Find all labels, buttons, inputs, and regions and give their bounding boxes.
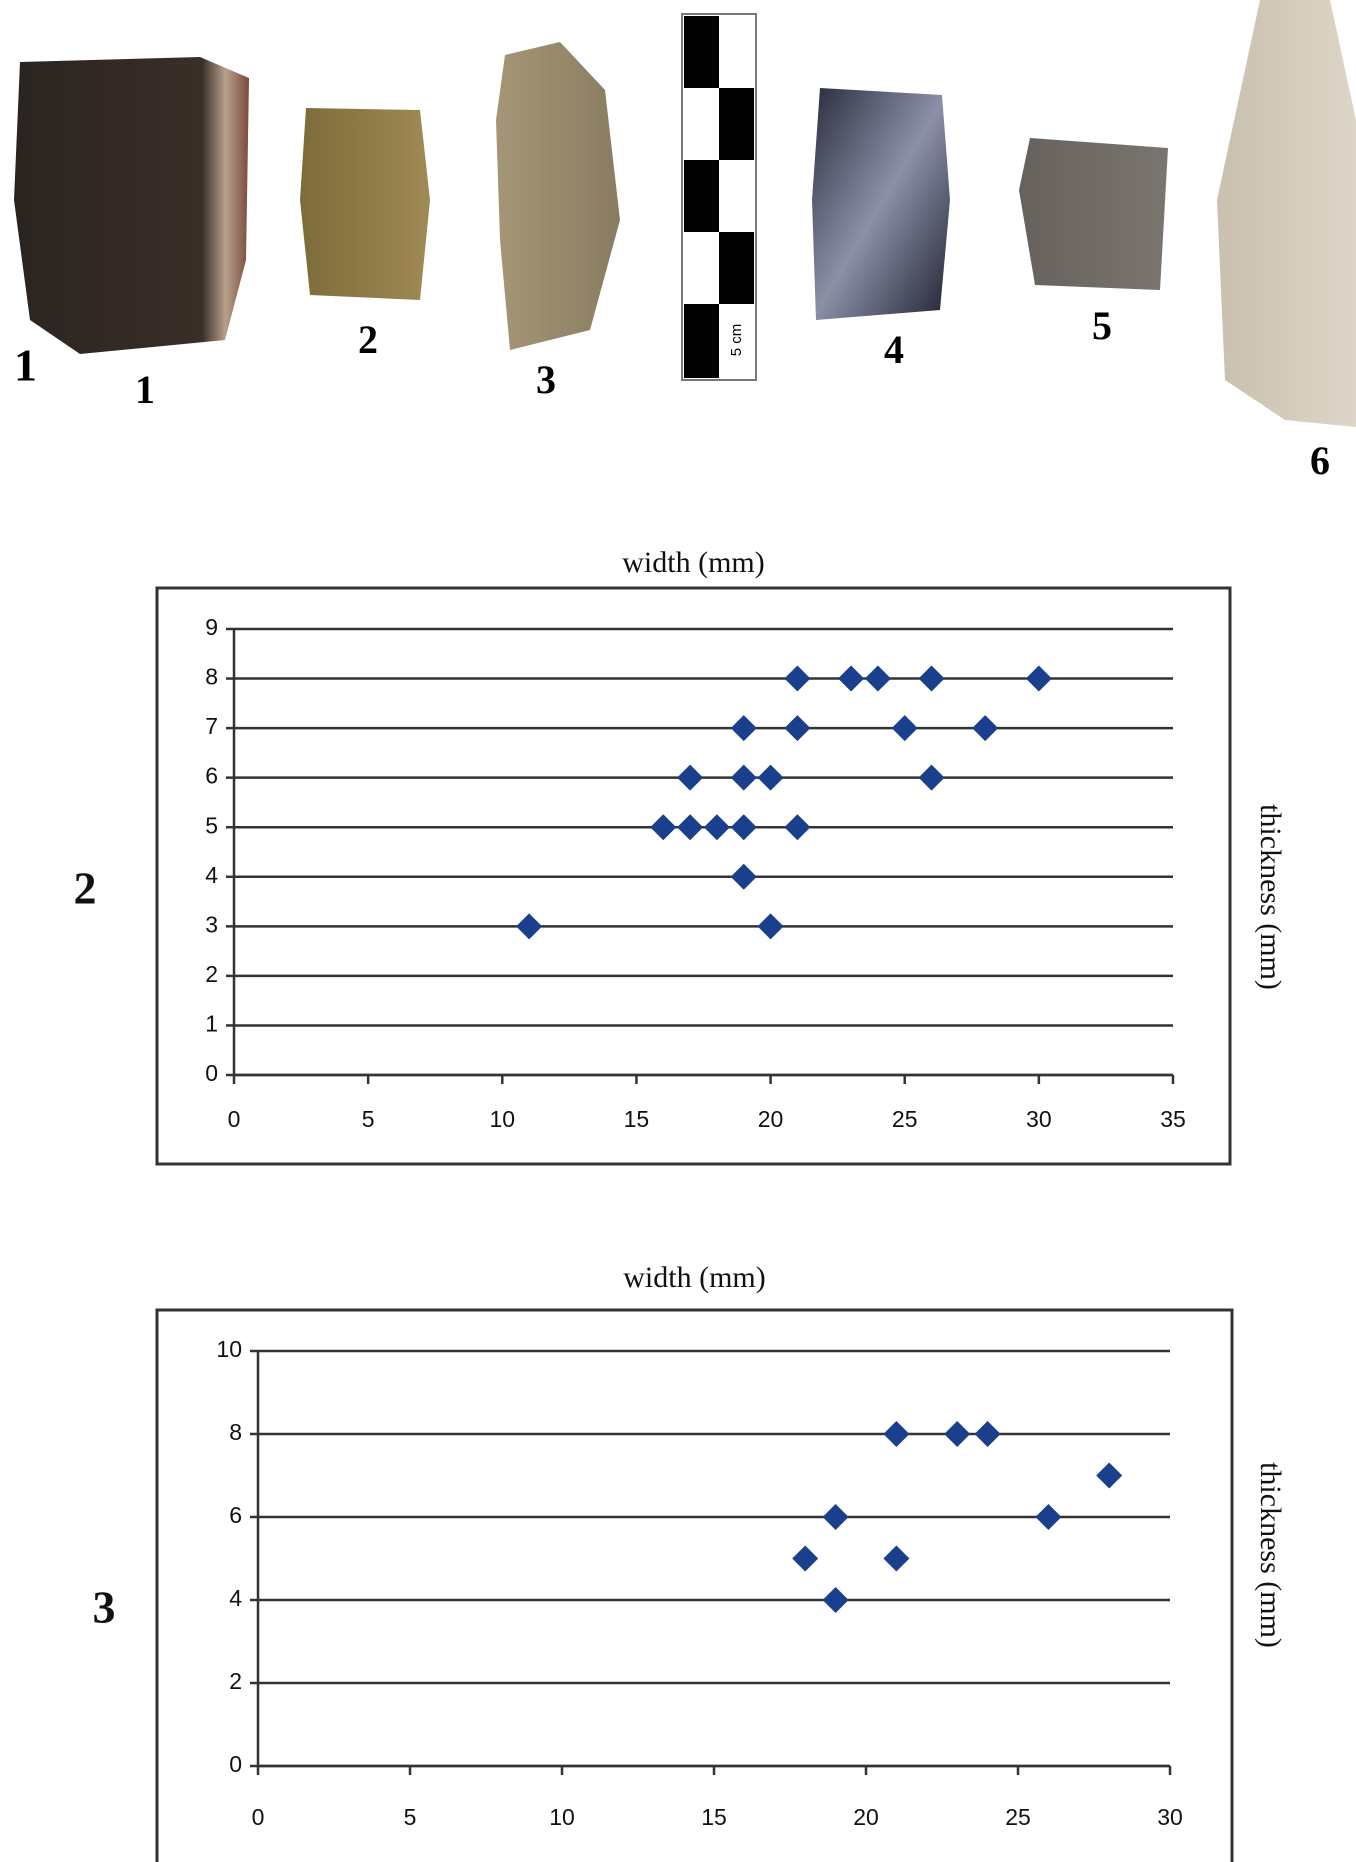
data-point	[703, 814, 730, 841]
data-point	[891, 715, 918, 742]
x-tick-label: 5	[362, 1106, 375, 1132]
y-tick-label: 1	[205, 1011, 218, 1037]
data-point	[677, 764, 704, 791]
data-point	[1035, 1504, 1062, 1530]
y-tick-label: 6	[205, 763, 218, 789]
chart: 0 2 4 6 8 10 0 5 10 15 20 25 30 width (mm) thickness (…	[93, 1261, 1287, 1862]
data-point	[822, 1587, 849, 1613]
photo: 5 cm	[14, 0, 1356, 427]
y-tick-label: 5	[205, 812, 218, 838]
y-tick-label: 4	[205, 862, 218, 888]
data-point	[650, 814, 677, 841]
data-point	[730, 863, 757, 890]
x-tick-label: 0	[252, 1804, 265, 1830]
x-tick-label: 20	[853, 1804, 879, 1830]
photo-labels: 1 1 2 3 4 5 6	[14, 303, 1330, 483]
y-tick-label: 4	[229, 1585, 242, 1611]
panel-label: 3	[93, 1582, 116, 1633]
data-point	[1025, 665, 1052, 692]
y-tick-label: 6	[229, 1502, 242, 1528]
x-tick-label: 30	[1026, 1106, 1052, 1132]
y-tick-label: 9	[205, 614, 218, 640]
artifact	[300, 108, 430, 300]
artifact	[1217, 0, 1356, 427]
y-tick-label: 3	[205, 911, 218, 937]
data-point	[883, 1545, 910, 1572]
data-point	[918, 764, 945, 791]
data-point	[972, 715, 999, 742]
data-point	[784, 665, 811, 692]
scale-label: 5 cm	[728, 324, 745, 357]
y-axis-label: thickness (mm)	[1254, 1462, 1287, 1648]
x-tick-label: 15	[701, 1804, 727, 1830]
artifact	[812, 88, 950, 320]
chart-border	[155, 1308, 1234, 1862]
data-point	[757, 764, 784, 791]
data-point	[792, 1545, 819, 1572]
x-tick-label: 30	[1157, 1804, 1183, 1830]
photo-label: 2	[358, 317, 378, 362]
x-tick-label: 15	[624, 1106, 650, 1132]
chart-title: width (mm)	[622, 546, 765, 579]
photo-label: 1	[14, 340, 37, 391]
data-point	[516, 913, 543, 940]
y-tick-label: 2	[229, 1668, 242, 1694]
data-point	[784, 715, 811, 742]
x-tick-label: 10	[489, 1106, 515, 1132]
photo-label: 4	[884, 327, 904, 372]
y-tick-label: 7	[205, 713, 218, 739]
artifact	[496, 42, 620, 350]
y-tick-label: 0	[229, 1751, 242, 1777]
y-tick-label: 0	[205, 1060, 218, 1086]
data-point	[864, 665, 891, 692]
panel-label: 2	[74, 863, 97, 914]
photo-label: 3	[536, 357, 556, 402]
y-tick-label: 10	[216, 1336, 242, 1362]
x-tick-label: 20	[758, 1106, 784, 1132]
data-point	[838, 665, 865, 692]
artifact	[1019, 138, 1168, 290]
artifact	[14, 57, 249, 354]
x-tick-label: 5	[404, 1804, 417, 1830]
x-tick-label: 10	[549, 1804, 575, 1830]
y-tick-label: 8	[205, 664, 218, 690]
y-tick-label: 2	[205, 961, 218, 987]
data-point	[784, 814, 811, 841]
data-point	[730, 715, 757, 742]
data-point	[883, 1421, 910, 1447]
photo-label: 5	[1092, 303, 1112, 348]
scale-bar: 5 cm	[681, 13, 757, 381]
photo-label: 6	[1310, 438, 1330, 483]
x-tick-label: 35	[1160, 1106, 1186, 1132]
data-point	[677, 814, 704, 841]
data-point	[944, 1421, 971, 1447]
data-point	[1096, 1462, 1123, 1489]
data-point	[822, 1504, 849, 1530]
chart: 0 1 2 3 4 5 6 7 8 9 0 5 10 15 20 25 30 35 width (mm) thickn…	[74, 546, 1287, 1166]
data-point	[730, 814, 757, 841]
chart-title: width (mm)	[623, 1261, 766, 1294]
data-point	[730, 764, 757, 791]
x-tick-label: 0	[228, 1106, 241, 1132]
data-point	[974, 1421, 1001, 1447]
x-tick-label: 25	[1005, 1804, 1031, 1830]
data-point	[757, 913, 784, 940]
x-tick-label: 25	[892, 1106, 918, 1132]
photo-label: 1	[135, 367, 155, 412]
chart-border	[155, 586, 1232, 1166]
y-tick-label: 8	[229, 1419, 242, 1445]
data-point	[918, 665, 945, 692]
y-axis-label: thickness (mm)	[1254, 804, 1287, 990]
